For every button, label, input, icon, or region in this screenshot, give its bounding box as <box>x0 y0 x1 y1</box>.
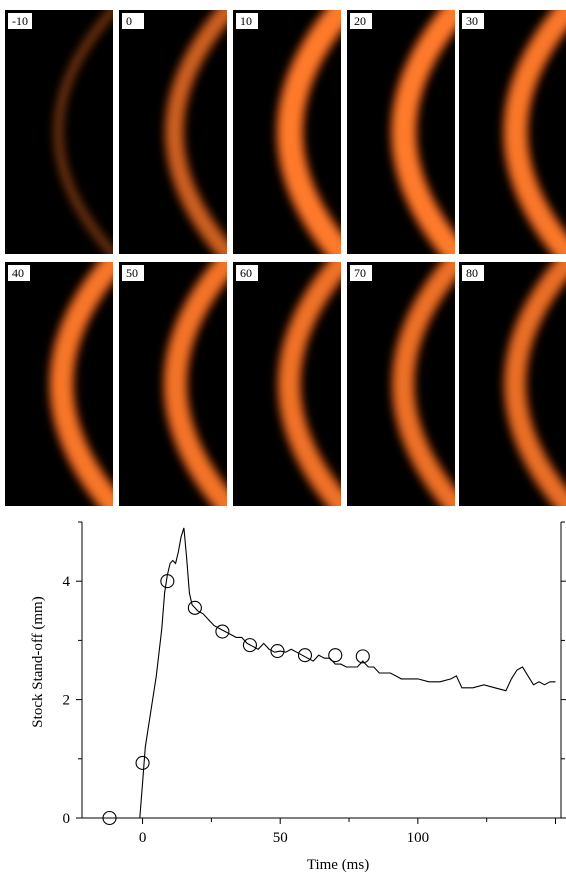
frame-panel: 0 <box>119 10 227 254</box>
arc-image <box>388 10 455 254</box>
frame-marker-point <box>355 649 370 664</box>
frame-marker-point <box>215 624 230 639</box>
frame-time-label: 70 <box>350 265 372 281</box>
frame-marker-point <box>328 648 343 663</box>
x-tick-label: 100 <box>407 830 430 846</box>
frame-marker-point <box>135 755 150 770</box>
standoff-series-line <box>87 527 556 819</box>
frame-marker-point <box>160 574 175 589</box>
arc-image <box>500 10 566 254</box>
arc-image <box>388 262 455 506</box>
y-tick-label: 4 <box>63 574 71 590</box>
x-tick-label: 0 <box>139 830 147 846</box>
frame-time-label: 30 <box>462 13 484 29</box>
x-axis-label: Time (ms) <box>307 857 369 873</box>
arc-image <box>274 10 341 254</box>
frame-panel: 50 <box>119 262 227 506</box>
frame-panel: -10 <box>5 10 113 254</box>
frame-panel: 30 <box>459 10 566 254</box>
frame-panel: 40 <box>5 262 113 506</box>
arc-image <box>500 262 566 506</box>
standoff-chart: 0 50 100 0 2 4 Time (ms) Stock Stand-off (mm) <box>30 521 566 873</box>
frame-marker-point <box>297 648 313 663</box>
arc-image <box>46 262 113 506</box>
frame-time-label: 80 <box>462 265 484 281</box>
arc-image <box>161 10 227 254</box>
frame-time-label: 20 <box>350 13 372 29</box>
frame-time-label: 60 <box>236 265 258 281</box>
y-tick-label: 2 <box>63 693 71 709</box>
frame-marker-point <box>102 810 117 826</box>
frame-panel: 60 <box>233 262 341 506</box>
frame-time-label: 40 <box>8 265 30 281</box>
frame-panel: 20 <box>347 10 455 254</box>
y-tick-label: 0 <box>63 811 71 827</box>
arc-image <box>49 10 113 254</box>
frame-panel: 70 <box>347 262 455 506</box>
frame-time-label: 50 <box>122 265 144 281</box>
frame-time-label: 10 <box>236 13 258 29</box>
y-axis-label: Stock Stand-off (mm) <box>30 596 46 727</box>
frame-grid: -10 0 10 20 30 40 50 60 70 80 <box>5 10 566 506</box>
frame-time-label: -10 <box>8 13 32 29</box>
frame-marker-point <box>270 644 285 659</box>
arc-image <box>274 262 341 506</box>
frame-panel: 80 <box>459 262 566 506</box>
frame-marker-point <box>187 600 202 615</box>
arc-image <box>160 262 227 506</box>
frame-panel: 10 <box>233 10 341 254</box>
x-tick-label: 50 <box>273 830 288 846</box>
frame-marker-point <box>242 638 257 653</box>
frame-time-label: 0 <box>122 13 144 29</box>
